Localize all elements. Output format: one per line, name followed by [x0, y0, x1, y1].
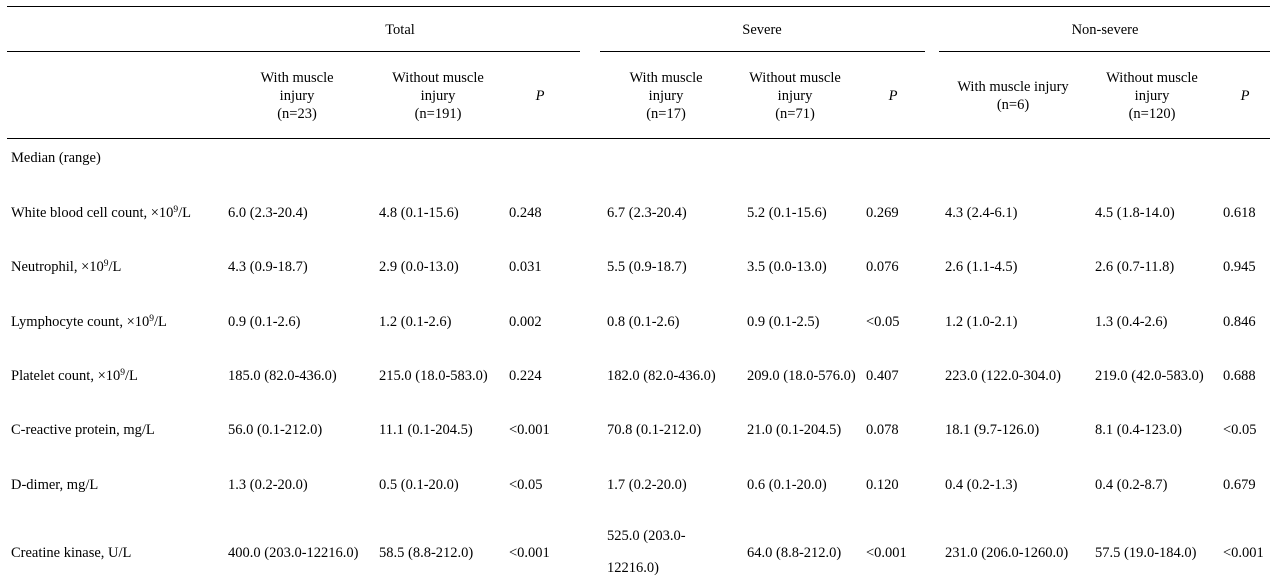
table-cell: 21.0 (0.1-204.5)	[747, 422, 842, 438]
table-cell: 2.9 (0.0-13.0)	[379, 259, 459, 275]
row-label: Platelet count, ×109/L	[11, 368, 138, 384]
col-header-total-with: With muscle injury (n=23)	[260, 70, 334, 122]
table-cell: <0.001	[509, 545, 550, 561]
group-header-nonsevere: Non-severe	[1071, 22, 1139, 38]
table-cell: 0.9 (0.1-2.6)	[228, 314, 301, 330]
table-cell: 0.4 (0.2-8.7)	[1095, 477, 1168, 493]
table-cell: 2.6 (0.7-11.8)	[1095, 259, 1175, 275]
table-cell: 0.248	[509, 205, 542, 221]
rule-nonsevere	[939, 51, 1270, 52]
table-cell: 0.8 (0.1-2.6)	[607, 314, 680, 330]
table-cell: 0.688	[1223, 368, 1256, 384]
table-cell: 223.0 (122.0-304.0)	[945, 368, 1061, 384]
table-cell: 209.0 (18.0-576.0)	[747, 368, 856, 384]
top-rule	[7, 6, 1270, 7]
table-cell: 0.679	[1223, 477, 1256, 493]
table-cell: 0.407	[866, 368, 899, 384]
table-cell: 525.0 (203.0-	[607, 528, 686, 544]
table-cell: 185.0 (82.0-436.0)	[228, 368, 337, 384]
table-cell: 8.1 (0.4-123.0)	[1095, 422, 1182, 438]
table-cell: 0.224	[509, 368, 542, 384]
table-cell: 219.0 (42.0-583.0)	[1095, 368, 1204, 384]
table-cell: 0.6 (0.1-20.0)	[747, 477, 827, 493]
col-header-total-p: P	[535, 88, 545, 104]
row-label: Neutrophil, ×109/L	[11, 259, 122, 275]
table-cell: 400.0 (203.0-12216.0)	[228, 545, 359, 561]
table-cell: 0.846	[1223, 314, 1256, 330]
table-cell: 0.4 (0.2-1.3)	[945, 477, 1018, 493]
row-label: White blood cell count, ×109/L	[11, 205, 192, 221]
table-cell: 0.076	[866, 259, 899, 275]
table-cell: <0.001	[1223, 545, 1264, 561]
table-cell: 1.3 (0.2-20.0)	[228, 477, 308, 493]
section-label: Median (range)	[11, 150, 101, 166]
table-cell: 0.120	[866, 477, 899, 493]
table-cell: <0.05	[1223, 422, 1257, 438]
table-cell: 4.3 (0.9-18.7)	[228, 259, 308, 275]
group-header-total: Total	[385, 22, 415, 38]
col-header-nonsevere-without: Without muscle injury (n=120)	[1106, 70, 1198, 122]
group-header-severe: Severe	[742, 22, 782, 38]
table-cell: <0.001	[866, 545, 907, 561]
table-cell: 0.031	[509, 259, 542, 275]
col-header-nonsevere-with: With muscle injury (n=6)	[957, 79, 1069, 113]
table-cell: 0.078	[866, 422, 899, 438]
table-cell: 0.002	[509, 314, 542, 330]
table-cell: 18.1 (9.7-126.0)	[945, 422, 1040, 438]
table-cell: 56.0 (0.1-212.0)	[228, 422, 323, 438]
table-cell: 231.0 (206.0-1260.0)	[945, 545, 1069, 561]
table-cell: 5.2 (0.1-15.6)	[747, 205, 827, 221]
row-label: Creatine kinase, U/L	[11, 545, 132, 561]
table-cell: 3.5 (0.0-13.0)	[747, 259, 827, 275]
col-header-nonsevere-p: P	[1240, 88, 1250, 104]
table-cell: 64.0 (8.8-212.0)	[747, 545, 842, 561]
rule-severe	[600, 51, 925, 52]
col-header-severe-without: Without muscle injury (n=71)	[749, 70, 841, 122]
table-cell: 182.0 (82.0-436.0)	[607, 368, 716, 384]
table-cell: 0.618	[1223, 205, 1256, 221]
table-cell: 5.5 (0.9-18.7)	[607, 259, 687, 275]
col-header-severe-with: With muscle injury (n=17)	[629, 70, 703, 122]
row-label: C-reactive protein, mg/L	[11, 422, 155, 438]
table-cell: 2.6 (1.1-4.5)	[945, 259, 1018, 275]
rule-total	[7, 51, 580, 52]
table-cell: 57.5 (19.0-184.0)	[1095, 545, 1197, 561]
table-cell: 11.1 (0.1-204.5)	[379, 422, 473, 438]
col-header-total-without: Without muscle injury (n=191)	[392, 70, 484, 122]
table-cell: 1.2 (1.0-2.1)	[945, 314, 1018, 330]
table-cell: 1.3 (0.4-2.6)	[1095, 314, 1168, 330]
table-cell: 4.8 (0.1-15.6)	[379, 205, 459, 221]
table-cell: <0.001	[509, 422, 550, 438]
table-cell: 215.0 (18.0-583.0)	[379, 368, 488, 384]
table-cell: 0.5 (0.1-20.0)	[379, 477, 459, 493]
table-cell: 1.7 (0.2-20.0)	[607, 477, 687, 493]
table-cell: 12216.0)	[607, 560, 659, 576]
table-cell: 6.0 (2.3-20.4)	[228, 205, 308, 221]
table-cell: 4.3 (2.4-6.1)	[945, 205, 1018, 221]
table-cell: 4.5 (1.8-14.0)	[1095, 205, 1175, 221]
col-header-severe-p: P	[888, 88, 898, 104]
table-cell: <0.05	[866, 314, 900, 330]
table-cell: 70.8 (0.1-212.0)	[607, 422, 702, 438]
table-cell: 0.945	[1223, 259, 1256, 275]
table-cell: <0.05	[509, 477, 543, 493]
table-cell: 0.269	[866, 205, 899, 221]
table-cell: 1.2 (0.1-2.6)	[379, 314, 452, 330]
table-cell: 6.7 (2.3-20.4)	[607, 205, 687, 221]
row-label: D-dimer, mg/L	[11, 477, 99, 493]
table-cell: 58.5 (8.8-212.0)	[379, 545, 474, 561]
table-cell: 0.9 (0.1-2.5)	[747, 314, 820, 330]
header-bottom-rule	[7, 138, 1270, 139]
row-label: Lymphocyte count, ×109/L	[11, 314, 167, 330]
